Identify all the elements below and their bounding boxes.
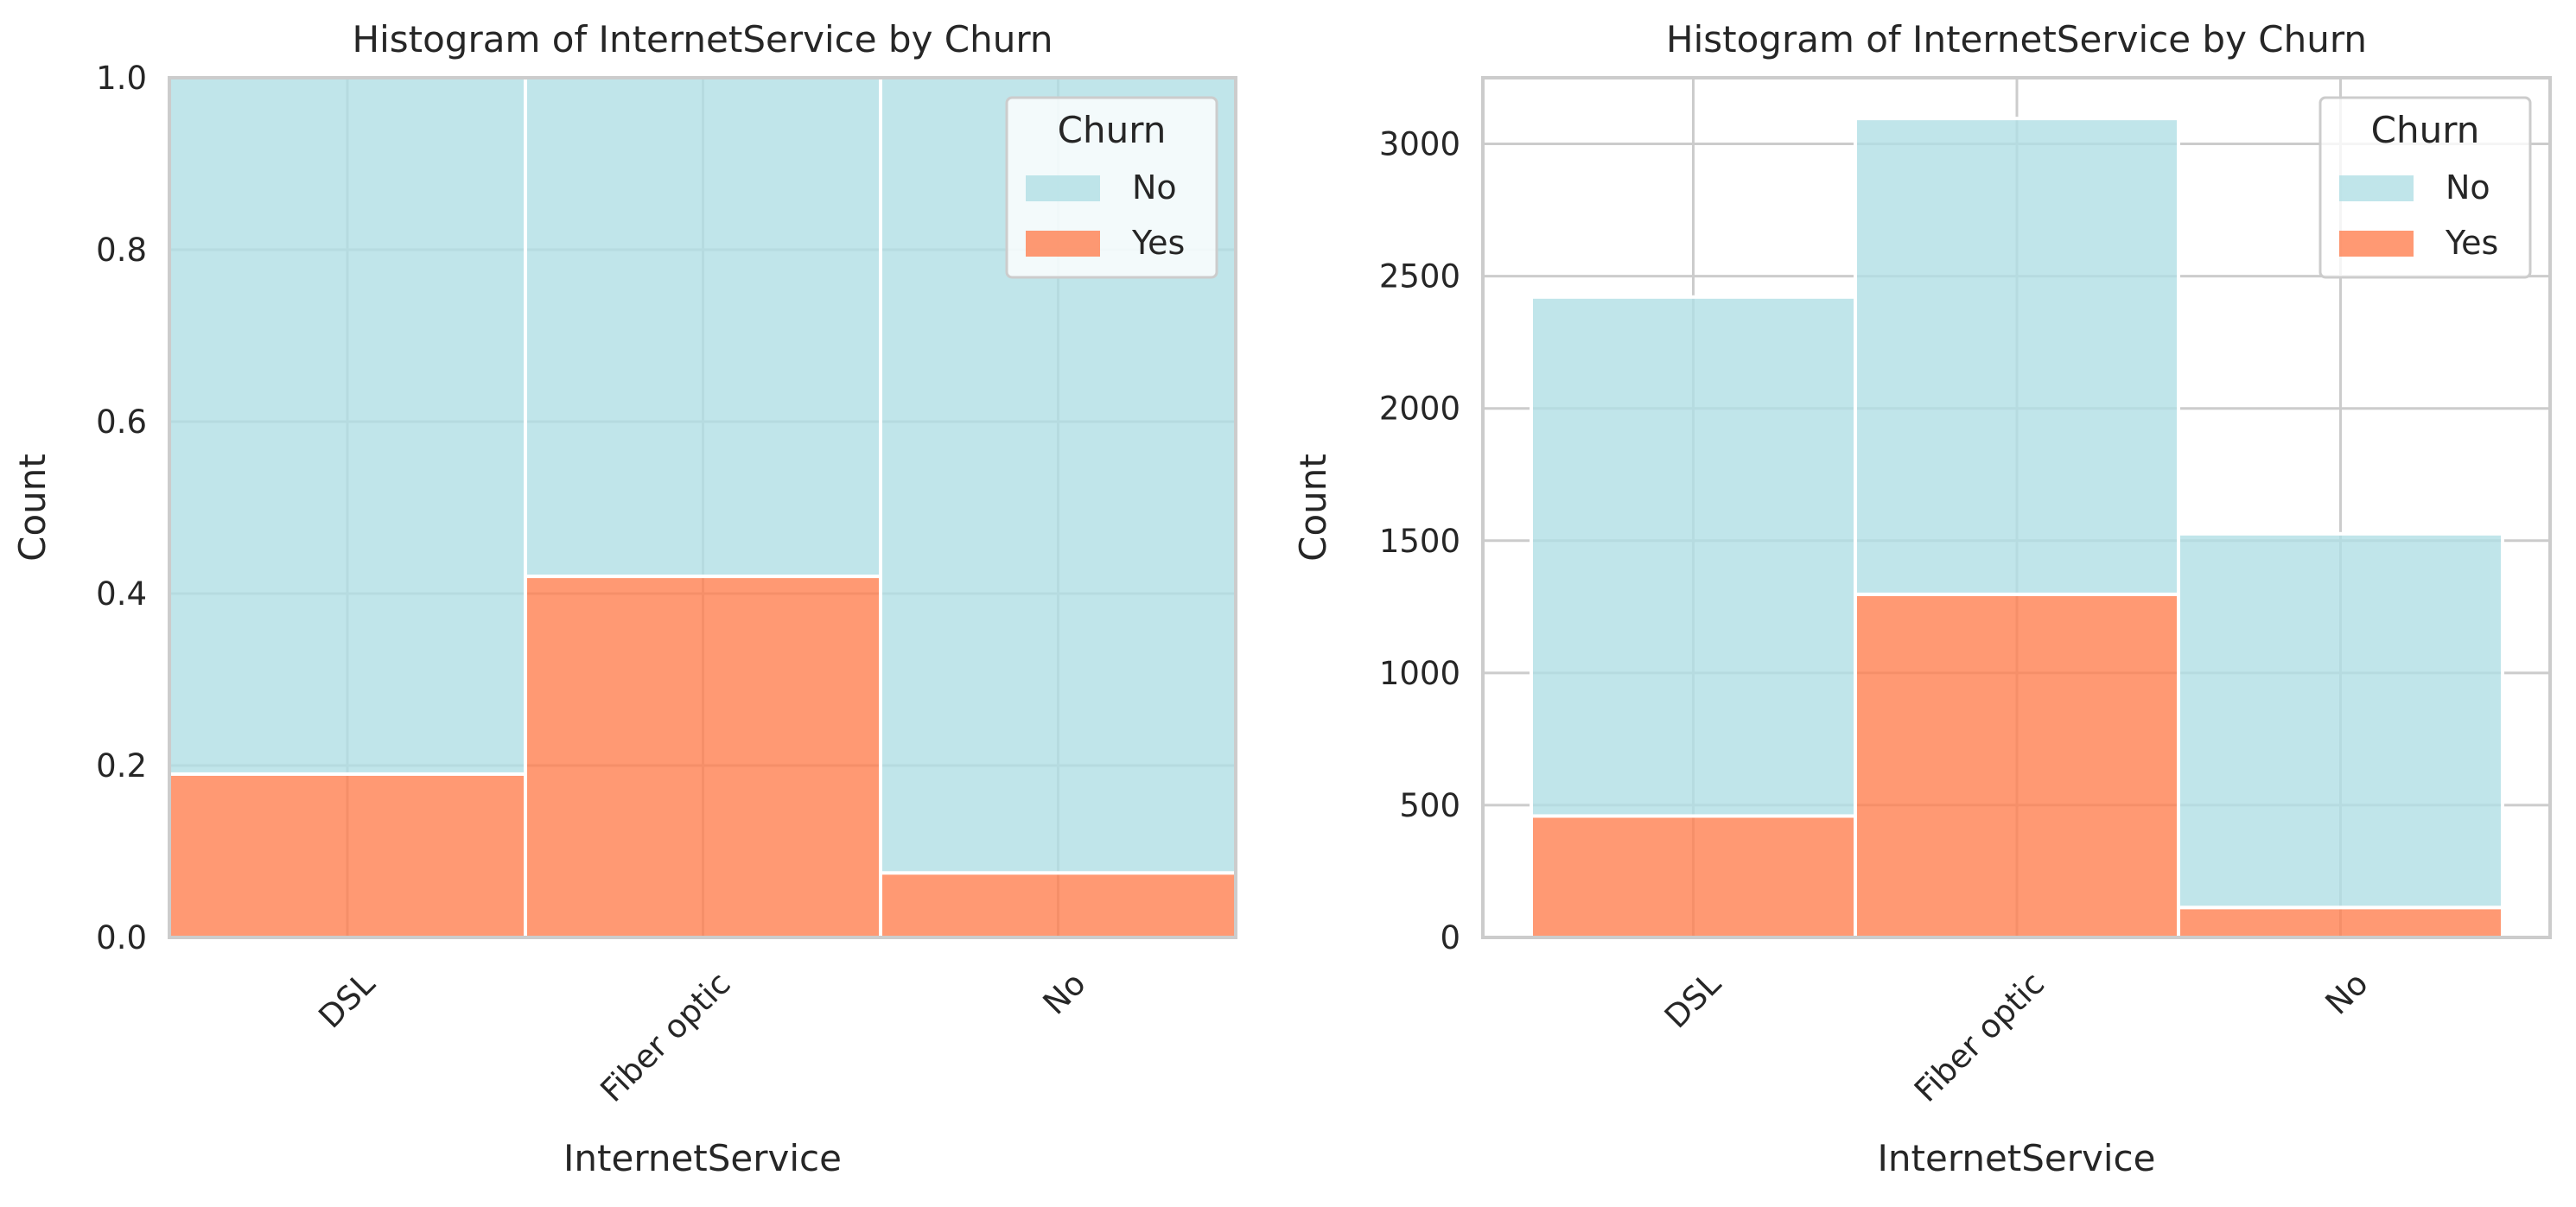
legend-label-yes: Yes — [2445, 224, 2498, 262]
bar-yes-no — [879, 871, 1237, 939]
y-tick-label: 1500 — [1379, 523, 1460, 560]
y-tick-label: 0.4 — [96, 575, 147, 613]
plot-frame — [168, 76, 1237, 939]
x-tick-label-no: No — [1036, 965, 1093, 1022]
y-tick-label: 2500 — [1379, 258, 1460, 295]
legend-label-yes: Yes — [1131, 224, 1185, 262]
bar-no-dsl — [1530, 295, 1857, 818]
bar-yes-no — [2177, 905, 2504, 940]
y-tick-label: 3000 — [1379, 126, 1460, 163]
chart-left-fill: 0.0 0.2 0.4 0.6 0.8 1.0 DSL Fiber optic No Histog… — [11, 18, 1237, 1179]
y-tick-label: 1.0 — [96, 60, 147, 97]
bar-no-dsl — [168, 76, 527, 776]
legend-swatch-yes — [1026, 231, 1100, 257]
legend: Churn No Yes — [2318, 96, 2532, 279]
y-axis-label: Count — [1292, 454, 1334, 562]
chart-title: Histogram of InternetService by Churn — [353, 18, 1053, 60]
x-tick-label-dsl: DSL — [1657, 964, 1728, 1035]
bar-no-fiber-optic — [524, 76, 882, 579]
y-tick-label: 0 — [1440, 919, 1460, 956]
bar-no-fiber-optic — [1854, 117, 2180, 596]
bar-yes-fiber-optic — [524, 575, 882, 939]
chart-right-stack: 0 500 1000 1500 2000 2500 3000 DSL Fiber optic No… — [1292, 18, 2552, 1179]
y-axis-label: Count — [11, 454, 54, 562]
x-tick-label-fiber-optic: Fiber optic — [1907, 965, 2051, 1109]
legend: Churn No Yes — [1005, 96, 1218, 279]
x-tick-label-fiber-optic: Fiber optic — [594, 965, 738, 1109]
y-tick-label: 0.0 — [96, 919, 147, 956]
legend-swatch-no — [1026, 175, 1100, 201]
legend-title: Churn — [1058, 109, 1167, 151]
y-tick-label: 0.8 — [96, 232, 147, 269]
bar-no-no — [2177, 531, 2504, 910]
x-axis-label: InternetService — [563, 1137, 842, 1179]
y-tick-label: 0.2 — [96, 747, 147, 785]
bar-yes-fiber-optic — [1854, 592, 2180, 939]
legend-swatch-no — [2339, 175, 2414, 201]
legend-title: Churn — [2371, 109, 2480, 151]
bar-yes-dsl — [168, 772, 527, 940]
legend-label-no: No — [2446, 168, 2490, 206]
y-tick-label: 1000 — [1379, 655, 1460, 692]
x-axis-label: InternetService — [1878, 1137, 2156, 1179]
y-tick-label: 500 — [1399, 787, 1460, 824]
bar-yes-dsl — [1530, 814, 1857, 940]
y-tick-label: 2000 — [1379, 391, 1460, 428]
x-tick-label-no: No — [2318, 965, 2376, 1022]
chart-title: Histogram of InternetService by Churn — [1666, 18, 2367, 60]
legend-swatch-yes — [2339, 231, 2414, 257]
y-tick-label: 0.6 — [96, 403, 147, 441]
x-tick-label-dsl: DSL — [311, 964, 382, 1035]
plot-frame — [1481, 76, 2552, 939]
legend-label-no: No — [1132, 168, 1177, 206]
